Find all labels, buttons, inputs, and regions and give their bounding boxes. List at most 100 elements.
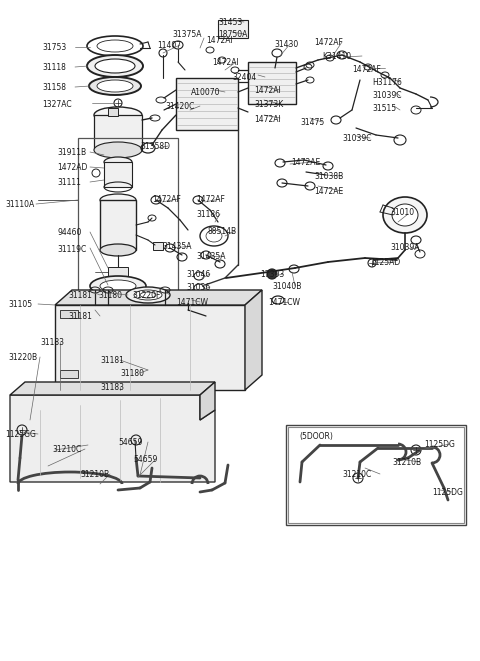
Ellipse shape [392, 204, 418, 226]
Text: 31038B: 31038B [314, 172, 343, 181]
Text: 31210C: 31210C [342, 470, 371, 479]
Polygon shape [245, 290, 262, 390]
Text: 31375A: 31375A [172, 30, 202, 39]
Text: 88514B: 88514B [208, 227, 237, 236]
Ellipse shape [100, 280, 136, 292]
Text: 31210C: 31210C [52, 445, 81, 454]
Text: 1327AC: 1327AC [42, 100, 72, 109]
Text: 1472AF: 1472AF [314, 38, 343, 47]
Text: 31039C: 31039C [342, 134, 372, 143]
Text: 11407: 11407 [157, 41, 181, 50]
Ellipse shape [90, 276, 146, 296]
Text: 31118: 31118 [42, 63, 66, 72]
Text: (5DOOR): (5DOOR) [299, 432, 333, 441]
Text: 31119C: 31119C [57, 245, 86, 254]
Text: 31186: 31186 [196, 210, 220, 219]
Polygon shape [10, 382, 215, 395]
Ellipse shape [89, 77, 141, 95]
Text: 31039A: 31039A [390, 243, 420, 252]
Ellipse shape [100, 244, 136, 256]
Text: 31210B: 31210B [392, 458, 421, 467]
Ellipse shape [95, 59, 135, 73]
Ellipse shape [97, 80, 133, 92]
Ellipse shape [87, 55, 143, 77]
Text: 31036: 31036 [186, 283, 210, 292]
Polygon shape [55, 290, 262, 305]
Bar [288, 427, 464, 523]
Text: 54659: 54659 [118, 438, 143, 447]
Text: 31180: 31180 [98, 291, 122, 300]
Text: 1125DG: 1125DG [424, 440, 455, 449]
Text: 31220B: 31220B [8, 353, 37, 362]
Text: 31210B: 31210B [80, 470, 109, 479]
Text: 17303: 17303 [260, 270, 284, 279]
Text: 32404: 32404 [232, 73, 256, 82]
Text: 31183: 31183 [100, 383, 124, 392]
Polygon shape [55, 305, 245, 390]
Text: 1472AD: 1472AD [57, 163, 87, 172]
Text: 31435A: 31435A [196, 252, 226, 261]
Text: 31181: 31181 [68, 312, 92, 321]
Text: K31410: K31410 [322, 52, 351, 61]
Text: 1471CW: 1471CW [268, 298, 300, 307]
Bar [286, 425, 466, 525]
Text: 94460: 94460 [57, 228, 82, 237]
Text: A10070: A10070 [191, 88, 220, 97]
Text: 31358D: 31358D [140, 142, 170, 151]
Text: 1472AF: 1472AF [196, 195, 225, 204]
Text: 31911B: 31911B [57, 148, 86, 157]
Text: 31040B: 31040B [272, 282, 301, 291]
Text: 31158: 31158 [42, 83, 66, 92]
Bar [176, 78, 238, 130]
Ellipse shape [126, 287, 170, 303]
Text: 31105: 31105 [8, 300, 32, 309]
Text: 54659: 54659 [133, 455, 157, 464]
Bar [104, 162, 132, 187]
Text: 31453: 31453 [218, 18, 242, 27]
Text: 1472AF: 1472AF [352, 65, 381, 74]
Text: 1471CW: 1471CW [176, 298, 208, 307]
Bar [60, 310, 78, 318]
Text: 31475: 31475 [300, 118, 324, 127]
Text: 31010: 31010 [390, 208, 414, 217]
Text: 1125AD: 1125AD [370, 258, 400, 267]
Bar [60, 370, 78, 378]
Text: 31420C: 31420C [165, 102, 194, 111]
Bar [248, 62, 296, 104]
Bar [78, 138, 178, 298]
Text: 1472AE: 1472AE [291, 158, 320, 167]
Text: 31435A: 31435A [162, 242, 192, 251]
Text: 31220F: 31220F [132, 291, 160, 300]
Ellipse shape [267, 269, 277, 279]
Text: 1472AI: 1472AI [206, 36, 233, 45]
Text: 31180: 31180 [120, 369, 144, 378]
Ellipse shape [383, 197, 427, 233]
Text: H31176: H31176 [372, 78, 402, 87]
Ellipse shape [104, 157, 132, 167]
Text: 31046: 31046 [186, 270, 210, 279]
Text: 1472AI: 1472AI [212, 58, 239, 67]
Text: 31110A: 31110A [5, 200, 34, 209]
Text: 1472AF: 1472AF [152, 195, 181, 204]
Text: 31183: 31183 [40, 338, 64, 347]
Ellipse shape [94, 142, 142, 158]
Text: 31039C: 31039C [372, 91, 401, 100]
Ellipse shape [134, 290, 162, 300]
Polygon shape [200, 382, 215, 420]
Text: 31515: 31515 [372, 104, 396, 113]
Text: 1125DG: 1125DG [432, 488, 463, 497]
Text: 1472AI: 1472AI [254, 86, 281, 95]
Text: 1472AE: 1472AE [314, 187, 343, 196]
Text: 31373K: 31373K [254, 100, 283, 109]
Text: 31181: 31181 [68, 291, 92, 300]
Bar [100, 200, 136, 250]
Ellipse shape [100, 194, 136, 206]
Bar [108, 267, 128, 277]
Text: 1125GG: 1125GG [5, 430, 36, 439]
Text: 31430: 31430 [274, 40, 298, 49]
Text: 18750A: 18750A [218, 30, 247, 39]
Bar [108, 108, 118, 116]
Bar [94, 115, 142, 150]
Ellipse shape [94, 107, 142, 123]
Text: 1472AI: 1472AI [254, 115, 281, 124]
